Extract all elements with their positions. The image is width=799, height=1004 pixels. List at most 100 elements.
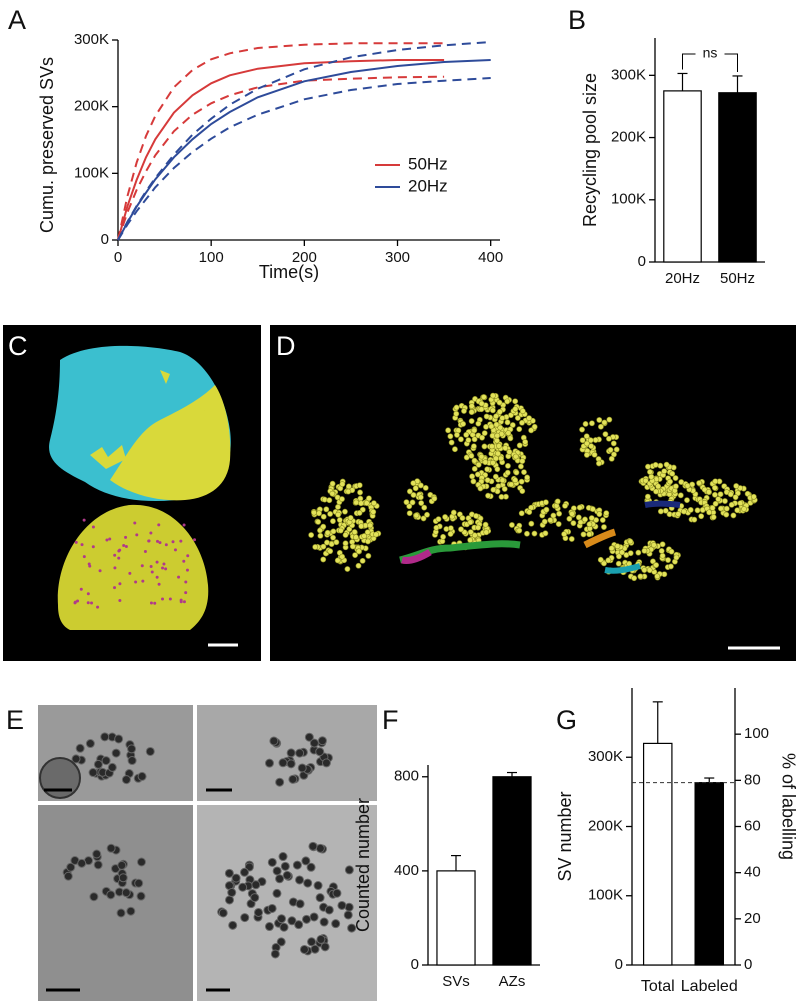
y-axis-title: SV number: [555, 791, 575, 881]
vesicle: [445, 427, 452, 434]
vesicle: [474, 471, 481, 478]
vesicle: [608, 455, 615, 462]
vesicle: [512, 398, 519, 405]
vesicle: [343, 910, 353, 920]
vesicle: [561, 531, 568, 538]
vesicle: [453, 410, 460, 417]
vesicle: [484, 466, 491, 473]
vesicle: [519, 458, 526, 464]
vesicle: [410, 492, 417, 498]
vesicle: [471, 443, 477, 450]
y-tick-label: 100K: [611, 191, 646, 208]
vesicle: [460, 421, 467, 427]
vesicle: [272, 888, 282, 898]
vesicle: [496, 399, 503, 406]
vesicle: [264, 922, 274, 932]
vesicle: [637, 573, 644, 580]
y-tick-label: 300K: [74, 31, 109, 48]
y-tick-label: 200K: [74, 98, 109, 115]
speck: [143, 550, 147, 554]
vesicle: [496, 408, 503, 415]
vesicle: [675, 511, 682, 517]
vesicle: [509, 522, 515, 528]
vesicle: [705, 489, 712, 495]
speck: [117, 549, 121, 553]
vesicle: [347, 514, 354, 521]
vesicle: [493, 413, 499, 420]
vesicle: [642, 477, 649, 484]
vesicle: [240, 913, 250, 923]
vesicle: [659, 541, 666, 548]
vesicle: [504, 469, 511, 476]
speck: [182, 559, 186, 563]
vesicle: [654, 573, 661, 580]
vesicle: [267, 857, 277, 867]
vesicle: [406, 488, 413, 495]
vesicle: [337, 527, 344, 534]
vesicle: [480, 394, 487, 400]
vesicle: [576, 504, 583, 511]
bar: [642, 742, 673, 966]
vesicle: [468, 409, 475, 416]
vesicle: [106, 843, 116, 853]
vesicle: [461, 408, 467, 414]
vesicle: [88, 768, 98, 778]
vesicle: [483, 529, 490, 536]
vesicle: [601, 560, 607, 567]
vesicle: [650, 542, 657, 548]
vesicle: [653, 562, 660, 568]
vesicle: [711, 484, 718, 491]
vesicle: [315, 893, 325, 903]
bar: [718, 92, 757, 263]
vesicle: [516, 426, 523, 433]
vesicle: [737, 500, 744, 507]
vesicle: [589, 420, 595, 427]
y-tick-label: 300K: [588, 748, 623, 765]
vesicle: [406, 503, 413, 510]
vesicle: [316, 510, 322, 517]
speck: [173, 548, 177, 552]
vesicle: [734, 507, 741, 514]
vesicle: [357, 489, 363, 496]
speck: [91, 545, 95, 549]
vesicle: [330, 528, 337, 535]
speck: [117, 556, 121, 560]
speck: [162, 562, 166, 566]
vesicle: [712, 500, 719, 507]
bound-line: [117, 77, 491, 241]
y2-tick-label: 20: [744, 910, 761, 927]
vesicle: [481, 430, 488, 436]
vesicle: [582, 421, 589, 427]
vesicle: [320, 942, 330, 952]
vesicle: [468, 452, 475, 459]
y-tick-label: 0: [101, 231, 109, 248]
vesicle: [286, 748, 296, 758]
vesicle: [250, 893, 260, 903]
vesicle: [518, 463, 524, 470]
bar: [663, 90, 702, 263]
vesicle: [355, 562, 362, 569]
speck: [91, 525, 95, 529]
speck: [182, 523, 186, 527]
vesicle: [308, 841, 318, 851]
vesicle: [363, 500, 370, 506]
vesicle: [478, 453, 485, 460]
vesicle: [506, 449, 513, 455]
vesicle: [495, 483, 502, 490]
vesicle: [465, 437, 472, 444]
vesicle: [710, 514, 717, 521]
vesicle: [575, 514, 582, 521]
vesicle: [507, 435, 514, 442]
vesicle: [494, 466, 501, 473]
x-tick-label: SVs: [442, 973, 470, 990]
vesicle: [324, 529, 331, 536]
vesicle: [514, 415, 521, 421]
vesicle: [467, 537, 474, 543]
vesicle: [452, 446, 458, 453]
vesicle: [501, 486, 508, 492]
vesicle: [492, 473, 499, 480]
em-organelle: [39, 757, 81, 799]
vesicle: [741, 506, 747, 512]
y-tick-label: 200K: [588, 817, 623, 834]
vesicle: [467, 519, 474, 526]
